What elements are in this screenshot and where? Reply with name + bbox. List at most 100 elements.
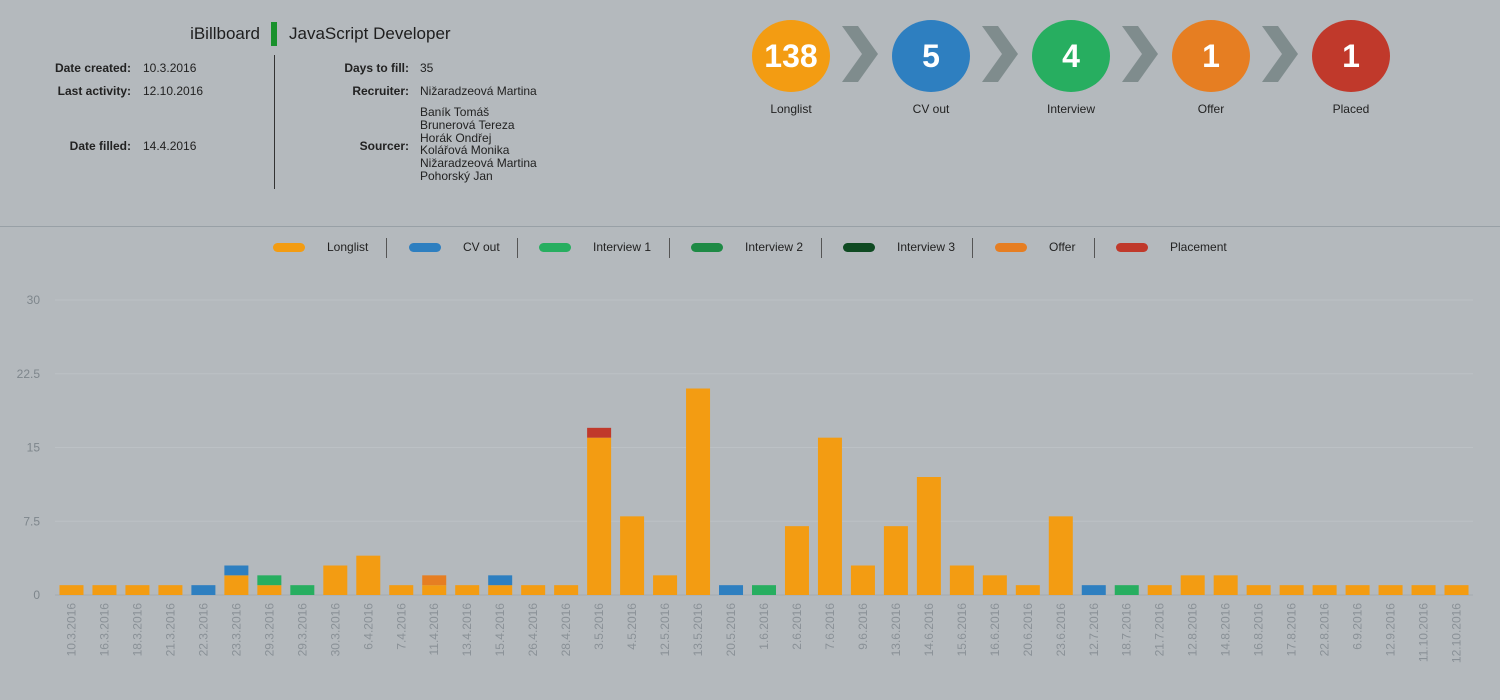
bar-segment-longlist[interactable] — [224, 575, 249, 595]
stage-interview[interactable]: 4 Interview — [1031, 20, 1111, 116]
bar-segment-longlist[interactable] — [356, 555, 381, 595]
x-tick-label: 21.3.2016 — [163, 603, 177, 657]
chevron-right-icon — [1122, 26, 1158, 82]
bar-segment-longlist[interactable] — [1411, 585, 1436, 595]
bar-segment-interview-1[interactable] — [752, 585, 776, 595]
stage-count-circle[interactable]: 138 — [752, 20, 830, 92]
company-name[interactable]: iBillboard — [190, 24, 260, 43]
stage-count-circle[interactable]: 4 — [1032, 20, 1110, 92]
stage-placed[interactable]: 1 Placed — [1311, 20, 1391, 116]
legend-item-interview-2[interactable]: Interview 2 — [745, 240, 804, 254]
bar-segment-longlist[interactable] — [521, 585, 546, 595]
bar-segment-interview-1[interactable] — [257, 575, 282, 586]
bar-segment-longlist[interactable] — [455, 585, 480, 595]
stage-cv-out[interactable]: 5 CV out — [891, 20, 971, 116]
legend-swatch[interactable] — [273, 243, 305, 252]
bar-segment-longlist[interactable] — [916, 477, 941, 595]
date-filled-value: 14.4.2016 — [143, 139, 197, 153]
date-created-label: Date created: — [54, 61, 131, 75]
bar-segment-longlist[interactable] — [1048, 516, 1073, 595]
bar-segment-longlist[interactable] — [554, 585, 579, 595]
bar-segment-longlist[interactable] — [1378, 585, 1403, 595]
x-tick-label: 1.6.2016 — [757, 603, 771, 650]
bar-segment-cv-out[interactable] — [191, 585, 216, 595]
bar-segment-longlist[interactable] — [686, 388, 711, 596]
legend-swatch[interactable] — [539, 243, 571, 252]
bar-segment-longlist[interactable] — [422, 585, 447, 595]
bar-segment-longlist[interactable] — [1279, 585, 1304, 595]
bar-segment-interview-1[interactable] — [290, 585, 315, 595]
chart-legend: Longlist CV out Interview 1 Interview 2 … — [0, 232, 1500, 262]
legend-item-cv-out[interactable]: CV out — [463, 240, 500, 254]
bar-segment-longlist[interactable] — [1015, 585, 1040, 595]
x-tick-label: 26.4.2016 — [526, 603, 540, 657]
bar-segment-longlist[interactable] — [883, 526, 908, 595]
stage-label: Offer — [1197, 102, 1225, 116]
x-tick-label: 6.9.2016 — [1351, 603, 1365, 650]
sourcer-label: Sourcer: — [359, 139, 409, 153]
bar-segment-longlist[interactable] — [158, 585, 183, 595]
x-tick-label: 21.7.2016 — [1153, 603, 1167, 657]
bar-segment-longlist[interactable] — [1180, 575, 1205, 595]
x-tick-label: 16.3.2016 — [97, 603, 111, 657]
bar-segment-longlist[interactable] — [257, 585, 282, 595]
bar-segment-interview-1[interactable] — [1114, 585, 1139, 595]
bar-segment-cv-out[interactable] — [719, 585, 744, 595]
activity-bar-chart: 0 7.5 15 22.5 30 10.3.2016 16.3.2016 18.3.2016 2… — [17, 293, 1473, 663]
bar-segment-longlist[interactable] — [949, 565, 974, 596]
bar-segment-longlist[interactable] — [1246, 585, 1271, 595]
bar-segment-cv-out[interactable] — [224, 565, 249, 576]
stage-longlist[interactable]: 138 Longlist — [751, 20, 831, 116]
sourcer-item: Brunerová Tereza — [420, 117, 515, 132]
legend-item-interview-1[interactable]: Interview 1 — [593, 240, 652, 254]
last-activity-label: Last activity: — [57, 84, 131, 98]
legend-item-placement[interactable]: Placement — [1170, 240, 1227, 254]
stage-count-circle[interactable]: 1 — [1312, 20, 1390, 92]
bar-segment-longlist[interactable] — [1444, 585, 1469, 595]
legend-swatch[interactable] — [1116, 243, 1148, 252]
bar-segment-longlist[interactable] — [587, 437, 612, 595]
status-accent-bar — [271, 22, 277, 46]
bar-segment-longlist[interactable] — [817, 437, 842, 595]
bar-segment-longlist[interactable] — [1345, 585, 1370, 595]
x-tick-label: 10.3.2016 — [64, 603, 78, 657]
stage-count-circle[interactable]: 1 — [1172, 20, 1250, 92]
x-tick-label: 15.4.2016 — [493, 603, 507, 657]
info-divider — [274, 55, 275, 189]
bar-segment-longlist[interactable] — [850, 565, 875, 596]
bar-segment-longlist[interactable] — [620, 516, 645, 595]
legend-swatch[interactable] — [843, 243, 875, 252]
bar-segment-longlist[interactable] — [1147, 585, 1172, 595]
stage-count-circle[interactable]: 5 — [892, 20, 970, 92]
bar-segment-cv-out[interactable] — [1081, 585, 1106, 595]
bar-segment-offer[interactable] — [422, 575, 447, 586]
x-tick-label: 7.6.2016 — [823, 603, 837, 650]
bar-segment-longlist[interactable] — [1213, 575, 1238, 595]
legend-divider — [821, 238, 822, 258]
bar-segment-longlist[interactable] — [125, 585, 150, 595]
bar-segment-longlist[interactable] — [1312, 585, 1337, 595]
y-tick-label: 0 — [33, 588, 40, 602]
bar-segment-longlist[interactable] — [982, 575, 1007, 595]
recruiter-value: Nižaradzeová Martina — [420, 84, 537, 98]
position-title[interactable]: JavaScript Developer — [289, 24, 451, 43]
legend-swatch[interactable] — [409, 243, 441, 252]
bar-segment-longlist[interactable] — [784, 526, 809, 595]
job-header: iBillboard JavaScript Developer Date cre… — [0, 0, 1500, 227]
legend-swatch[interactable] — [995, 243, 1027, 252]
bar-segment-longlist[interactable] — [389, 585, 414, 595]
bar-segment-longlist[interactable] — [92, 585, 117, 595]
stage-offer[interactable]: 1 Offer — [1171, 20, 1251, 116]
legend-swatch[interactable] — [691, 243, 723, 252]
bar-segment-cv-out[interactable] — [488, 575, 513, 586]
bar-segment-longlist[interactable] — [59, 585, 84, 595]
bar-segment-placement[interactable] — [587, 427, 612, 438]
legend-item-offer[interactable]: Offer — [1049, 240, 1076, 254]
legend-item-longlist[interactable]: Longlist — [327, 240, 369, 254]
legend-item-interview-3[interactable]: Interview 3 — [897, 240, 956, 254]
sourcer-item: Pohorský Jan — [420, 168, 493, 183]
days-to-fill-label: Days to fill: — [344, 61, 409, 75]
bar-segment-longlist[interactable] — [323, 565, 348, 596]
bar-segment-longlist[interactable] — [653, 575, 678, 595]
bar-segment-longlist[interactable] — [488, 585, 513, 595]
